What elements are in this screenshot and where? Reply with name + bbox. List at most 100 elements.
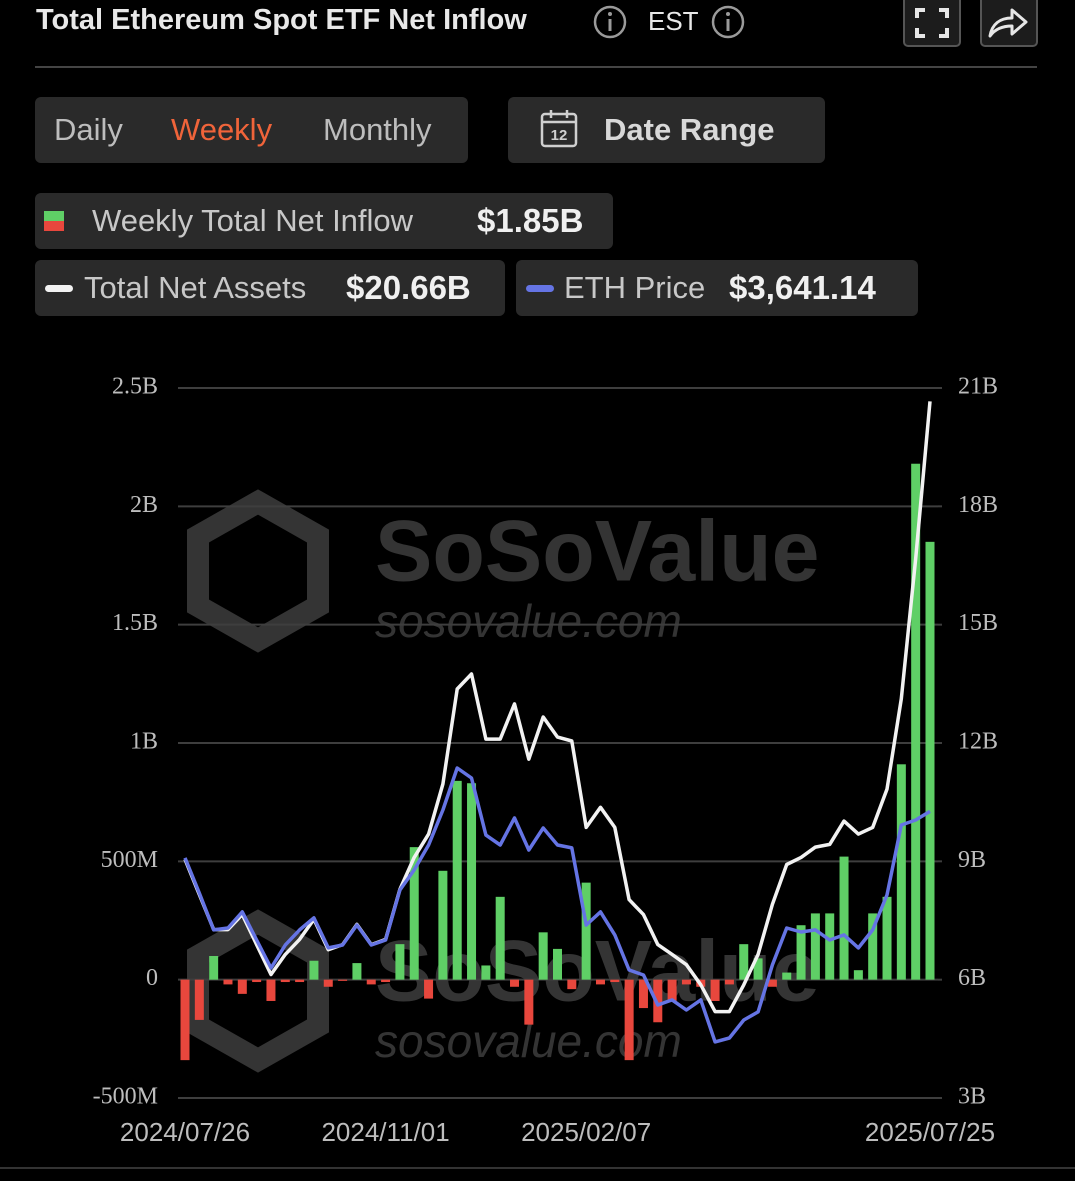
watermark-url: sosovalue.com xyxy=(375,595,682,647)
legend-swatch xyxy=(526,285,554,292)
bar xyxy=(266,979,276,1001)
share-button[interactable] xyxy=(980,0,1038,48)
bar xyxy=(581,882,591,980)
bar xyxy=(223,979,233,985)
legend-item[interactable] xyxy=(35,193,613,249)
x-tick-label: 2025/02/07 xyxy=(521,1117,651,1147)
period-weekly[interactable]: Weekly xyxy=(171,112,273,147)
legend-item[interactable] xyxy=(516,260,918,316)
bar xyxy=(237,979,247,994)
bar xyxy=(510,979,520,987)
legend-value: $1.85B xyxy=(477,202,584,239)
bar xyxy=(567,979,577,990)
bar xyxy=(868,913,878,980)
bar xyxy=(839,856,849,980)
y-tick-label: 1B xyxy=(130,729,158,755)
bar xyxy=(338,979,348,981)
y2-tick-label: 21B xyxy=(958,374,998,400)
y-tick-label: 500M xyxy=(101,847,158,873)
bar xyxy=(495,896,505,980)
calendar-day: 12 xyxy=(551,127,568,144)
bar xyxy=(524,979,534,1025)
bar xyxy=(667,979,677,1001)
bar xyxy=(624,979,634,1061)
bar xyxy=(925,541,935,980)
date-range-button[interactable] xyxy=(508,97,825,163)
y-tick-label: 2B xyxy=(130,492,158,518)
bar xyxy=(810,913,820,980)
bar xyxy=(280,979,290,983)
info-icon[interactable] xyxy=(592,4,628,40)
bar xyxy=(853,970,863,980)
bar xyxy=(409,847,419,980)
y2-tick-label: 15B xyxy=(958,610,998,636)
y2-tick-label: 6B xyxy=(958,965,986,991)
bar xyxy=(681,979,691,985)
bar xyxy=(309,960,319,980)
date-range-label[interactable]: Date Range xyxy=(604,112,775,147)
legend-name: Weekly Total Net Inflow xyxy=(92,203,414,238)
period-selector xyxy=(35,97,468,163)
legend-swatch xyxy=(45,285,73,292)
bar xyxy=(323,979,333,987)
legend-value: $20.66B xyxy=(346,269,471,306)
bar xyxy=(395,944,405,980)
line xyxy=(183,401,932,1014)
period-monthly[interactable]: Monthly xyxy=(323,112,432,147)
bar xyxy=(595,979,605,985)
divider xyxy=(35,66,1037,68)
bar xyxy=(739,944,749,980)
info-icon[interactable] xyxy=(710,4,746,40)
bar xyxy=(252,979,262,983)
bar xyxy=(180,979,190,1061)
watermark-text: SoSoValue xyxy=(375,504,820,600)
bar xyxy=(295,979,305,983)
x-tick-label: 2024/11/01 xyxy=(321,1117,449,1147)
timezone[interactable]: EST xyxy=(648,6,699,36)
bar xyxy=(209,956,219,980)
bar xyxy=(467,783,477,980)
y-tick-label: -500M xyxy=(93,1084,158,1110)
y-tick-label: 2.5B xyxy=(112,374,158,400)
bar xyxy=(724,979,734,985)
bar xyxy=(782,972,792,980)
bar xyxy=(911,463,921,980)
bar xyxy=(767,979,777,987)
bar xyxy=(710,979,720,1001)
bar xyxy=(825,913,835,980)
bar xyxy=(194,979,204,1020)
bar xyxy=(796,925,806,980)
bar xyxy=(381,979,391,983)
calendar-icon: 12 xyxy=(540,110,578,148)
bar xyxy=(610,979,620,983)
legend-name: Total Net Assets xyxy=(84,270,307,305)
bar xyxy=(438,870,448,980)
period-daily[interactable]: Daily xyxy=(54,112,123,147)
bar xyxy=(638,979,648,1009)
chart: SoSoValue sosovalue.com SoSoValue sosova… xyxy=(0,374,1075,1169)
x-tick-label: 2025/07/25 xyxy=(865,1117,995,1147)
bar xyxy=(538,932,548,980)
bar xyxy=(753,958,763,980)
y2-tick-label: 18B xyxy=(958,492,998,518)
bar xyxy=(553,948,562,980)
bar xyxy=(481,965,491,980)
bar xyxy=(424,979,434,999)
bar xyxy=(896,764,906,980)
bar xyxy=(452,780,462,980)
line xyxy=(183,766,931,1044)
bar xyxy=(882,896,892,980)
legend-name: ETH Price xyxy=(564,270,706,305)
x-tick-label: 2024/07/26 xyxy=(120,1117,250,1147)
legend-item[interactable] xyxy=(35,260,505,316)
y-tick-label: 1.5B xyxy=(112,610,158,636)
y-tick-label: 0 xyxy=(146,965,158,991)
y2-tick-label: 3B xyxy=(958,1084,986,1110)
y2-tick-label: 12B xyxy=(958,729,998,755)
y2-tick-label: 9B xyxy=(958,847,986,873)
bar xyxy=(352,963,362,980)
bar xyxy=(366,979,376,985)
fullscreen-button[interactable] xyxy=(903,0,961,48)
chart-title: Total Ethereum Spot ETF Net Inflow xyxy=(36,4,527,36)
